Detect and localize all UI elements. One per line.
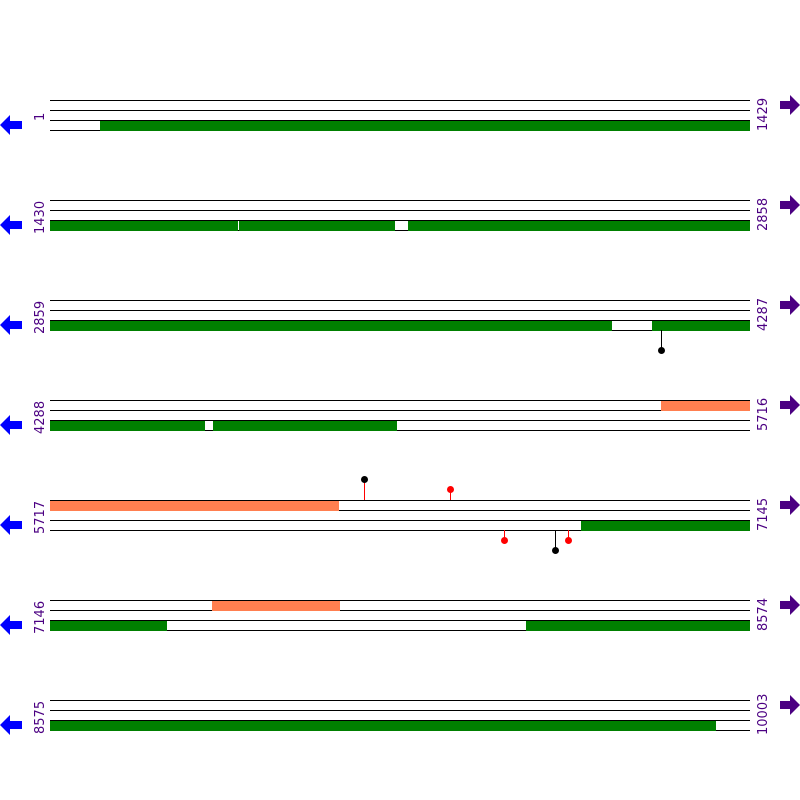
track-line [50, 400, 750, 401]
row-start-label: 2859 [33, 300, 48, 334]
row-end-label: 10003 [756, 693, 771, 735]
track-line [50, 100, 750, 101]
row-start-label: 5717 [33, 500, 48, 534]
arrow-right-icon[interactable] [780, 495, 800, 519]
reverse-feature [652, 321, 750, 331]
reverse-feature [526, 621, 750, 631]
arrow-left-icon[interactable] [0, 515, 22, 539]
track-line [50, 200, 750, 201]
row-end-label: 5716 [756, 397, 771, 431]
marker-stem [450, 490, 451, 500]
track-line [50, 610, 750, 611]
reverse-feature [238, 221, 396, 231]
arrow-left-icon[interactable] [0, 715, 22, 739]
row-end-label: 2858 [756, 197, 771, 231]
track-line [50, 630, 750, 631]
row-end-label: 8574 [756, 597, 771, 631]
marker-stem [661, 330, 662, 350]
track-line [50, 620, 750, 621]
arrow-right-icon[interactable] [780, 395, 800, 419]
row-end-label: 1429 [756, 97, 771, 131]
track-line [50, 430, 750, 431]
reverse-feature [190, 321, 613, 331]
marker-dot[interactable] [565, 537, 572, 544]
track-line [50, 120, 750, 121]
track-line [50, 230, 750, 231]
reverse-feature [50, 421, 206, 431]
track-line [50, 110, 750, 111]
track-line [50, 410, 750, 411]
row-start-label: 1 [33, 112, 48, 122]
marker-stem [568, 530, 569, 540]
arrow-left-icon[interactable] [0, 315, 22, 339]
forward-feature [50, 501, 339, 511]
reverse-feature [99, 121, 750, 131]
track-line [50, 310, 750, 311]
forward-feature [212, 601, 341, 611]
track-line [50, 220, 750, 221]
arrow-right-icon[interactable] [780, 295, 800, 319]
marker-dot[interactable] [552, 547, 559, 554]
reverse-feature [50, 321, 190, 331]
marker-dot[interactable] [501, 537, 508, 544]
row-start-label: 8575 [33, 700, 48, 734]
reverse-feature [581, 521, 750, 531]
track-line [50, 700, 750, 701]
row-start-label: 1430 [33, 200, 48, 234]
marker-dot[interactable] [361, 476, 368, 483]
marker-dot[interactable] [658, 347, 665, 354]
arrow-right-icon[interactable] [780, 695, 800, 719]
track-line [50, 500, 750, 501]
marker-stem [364, 480, 365, 500]
reverse-feature [50, 221, 239, 231]
row-start-label: 7146 [33, 600, 48, 634]
marker-stem [504, 530, 505, 540]
track-line [50, 520, 750, 521]
track-line [50, 210, 750, 211]
reverse-feature [408, 221, 750, 231]
arrow-left-icon[interactable] [0, 615, 22, 639]
track-line [50, 720, 750, 721]
forward-feature [660, 401, 750, 411]
row-end-label: 7145 [756, 497, 771, 531]
row-end-label: 4287 [756, 297, 771, 331]
track-line [50, 510, 750, 511]
arrow-left-icon[interactable] [0, 115, 22, 139]
arrow-right-icon[interactable] [780, 195, 800, 219]
track-line [50, 320, 750, 321]
marker-stem [555, 530, 556, 550]
arrow-right-icon[interactable] [780, 95, 800, 119]
arrow-right-icon[interactable] [780, 595, 800, 619]
row-start-label: 4288 [33, 400, 48, 434]
track-line [50, 600, 750, 601]
reverse-feature [50, 621, 167, 631]
track-line [50, 530, 750, 531]
marker-dot[interactable] [447, 486, 454, 493]
arrow-left-icon[interactable] [0, 415, 22, 439]
track-line [50, 420, 750, 421]
reverse-feature [213, 421, 398, 431]
track-line [50, 710, 750, 711]
arrow-left-icon[interactable] [0, 215, 22, 239]
track-line [50, 300, 750, 301]
reverse-feature [50, 721, 717, 731]
